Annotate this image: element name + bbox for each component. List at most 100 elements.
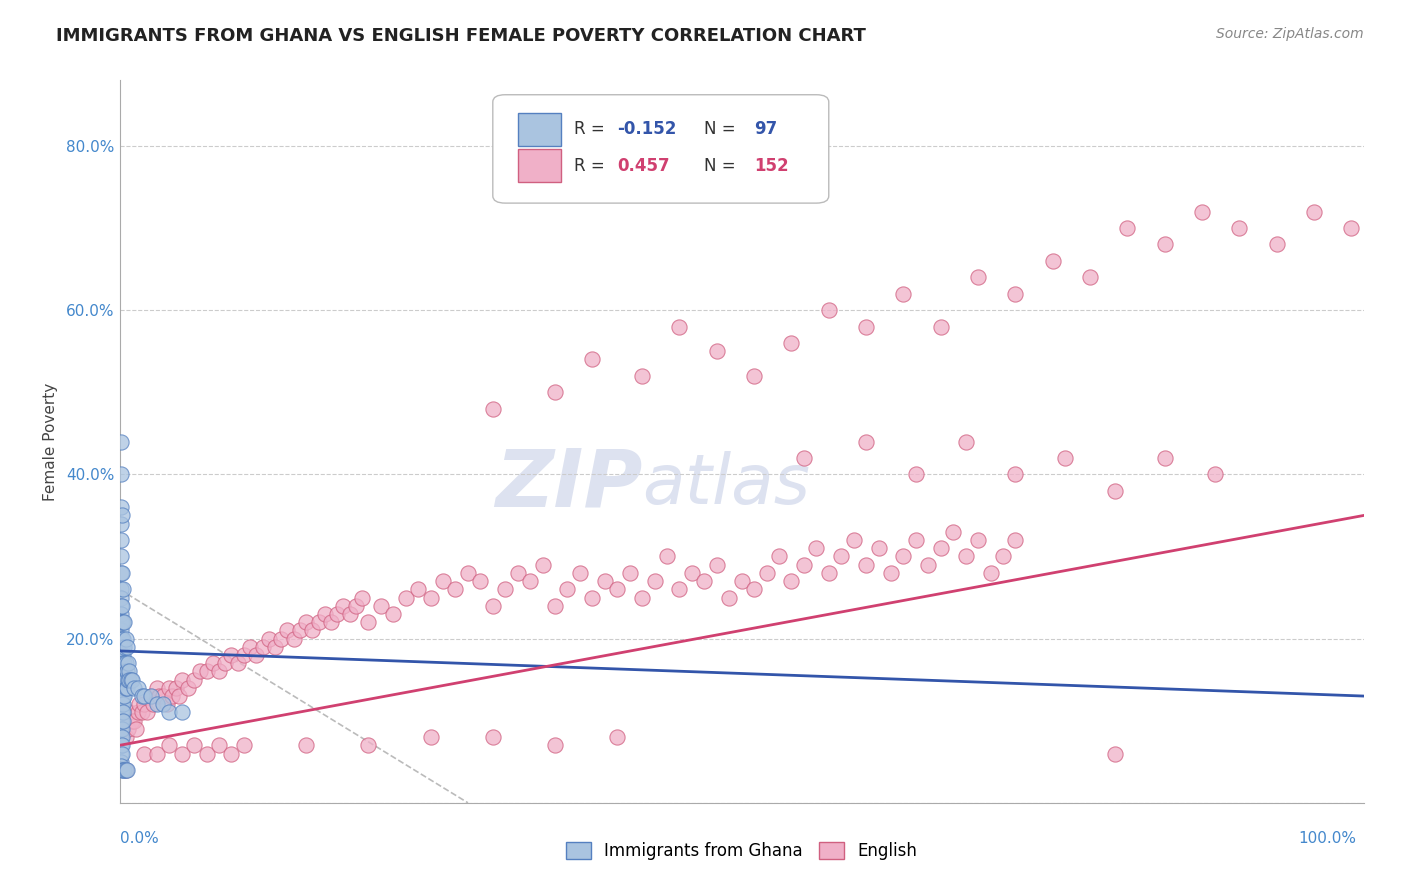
Point (114, 673, 136, 687)
Point (1153, 237, 1175, 252)
Point (979, 566, 1001, 580)
Point (606, 582, 628, 597)
Point (270, 632, 292, 646)
Point (1229, 221, 1251, 235)
Point (112, 648, 135, 662)
Point (110, 755, 132, 769)
Point (111, 566, 134, 580)
Point (842, 533, 865, 547)
Y-axis label: Female Poverty: Female Poverty (42, 383, 58, 500)
Point (806, 541, 828, 556)
Point (115, 665, 138, 679)
FancyBboxPatch shape (517, 149, 561, 182)
Point (114, 681, 136, 695)
Point (110, 500, 132, 515)
Point (115, 681, 138, 695)
Point (780, 336, 803, 351)
Point (114, 665, 136, 679)
Point (114, 763, 136, 777)
Point (142, 698, 165, 712)
Point (544, 385, 567, 400)
Point (655, 549, 678, 564)
Point (793, 558, 815, 572)
Point (170, 673, 193, 687)
Point (326, 607, 349, 621)
Point (893, 549, 915, 564)
Point (111, 730, 134, 744)
Point (332, 599, 354, 613)
Point (457, 566, 479, 580)
Point (481, 730, 503, 744)
Point (112, 632, 135, 646)
Point (156, 698, 179, 712)
Point (668, 319, 690, 334)
Point (127, 681, 149, 695)
Point (481, 401, 503, 416)
Point (494, 582, 516, 597)
Point (1004, 286, 1026, 301)
Point (581, 352, 603, 367)
Point (991, 549, 1014, 564)
Point (112, 763, 135, 777)
Point (264, 640, 287, 654)
Point (115, 763, 138, 777)
Point (110, 624, 132, 638)
Point (955, 434, 977, 449)
Point (619, 566, 641, 580)
Point (146, 698, 169, 712)
Point (146, 681, 169, 695)
Point (131, 689, 153, 703)
Point (114, 632, 136, 646)
Point (631, 368, 654, 383)
Point (257, 632, 280, 646)
Point (357, 615, 380, 630)
Point (115, 640, 138, 654)
Point (1104, 747, 1126, 761)
Point (117, 673, 139, 687)
Point (110, 747, 132, 761)
Point (419, 591, 441, 605)
Point (165, 681, 187, 695)
Point (112, 714, 135, 728)
Point (110, 714, 132, 728)
Point (110, 591, 132, 605)
Point (148, 689, 170, 703)
Text: R =: R = (574, 156, 610, 175)
Point (1265, 237, 1288, 252)
Point (111, 763, 134, 777)
Point (868, 541, 890, 556)
Point (111, 698, 134, 712)
Point (593, 574, 616, 588)
Point (214, 657, 236, 671)
Point (339, 607, 361, 621)
Point (111, 508, 134, 523)
Point (506, 566, 529, 580)
Point (110, 615, 132, 630)
Point (382, 607, 405, 621)
Point (127, 706, 149, 720)
Point (111, 714, 134, 728)
Point (111, 599, 134, 613)
Point (668, 582, 690, 597)
Point (1303, 204, 1326, 219)
Point (121, 673, 143, 687)
Point (904, 467, 927, 482)
Point (112, 698, 135, 712)
Point (121, 714, 143, 728)
Point (134, 698, 156, 712)
Point (233, 648, 256, 662)
Point (395, 591, 418, 605)
Point (681, 566, 703, 580)
Point (114, 615, 136, 630)
Point (112, 615, 135, 630)
Point (110, 467, 132, 482)
Point (135, 706, 157, 720)
Point (295, 739, 318, 753)
Point (893, 286, 915, 301)
Point (114, 689, 136, 703)
Point (631, 591, 654, 605)
Point (742, 368, 765, 383)
Point (114, 730, 136, 744)
Point (1116, 221, 1139, 235)
Text: R =: R = (574, 120, 610, 138)
